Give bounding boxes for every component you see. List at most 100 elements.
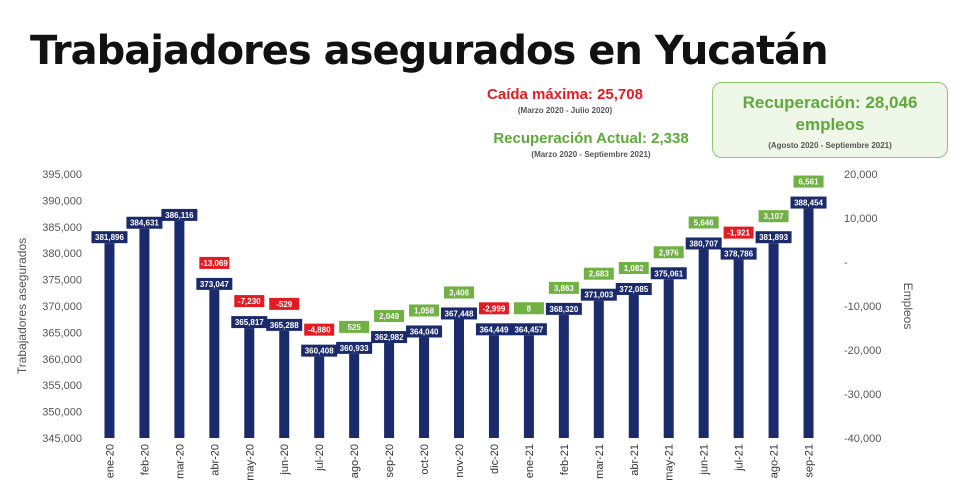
bar <box>279 330 290 438</box>
change-badge-positive <box>409 304 440 317</box>
y-tick-label: 370,000 <box>42 301 82 313</box>
bar-value-badge <box>161 208 198 221</box>
y-tick-label: 360,000 <box>42 354 82 366</box>
x-tick-label: sep-21 <box>804 444 816 478</box>
x-tick-label: may-20 <box>244 444 256 481</box>
y-axis-title: Trabajadores asegurados <box>15 238 29 374</box>
y-tick-label: 345,000 <box>42 433 82 445</box>
change-badge-positive <box>513 302 544 315</box>
change-badge-positive <box>653 246 684 259</box>
x-tick-label: feb-21 <box>559 444 571 475</box>
x-tick-label: feb-20 <box>139 444 151 475</box>
x-tick-label: sep-20 <box>384 444 396 478</box>
change-badge-negative <box>234 295 265 308</box>
bar-value-badge <box>91 231 128 244</box>
bar-value-badge <box>475 323 512 336</box>
bar <box>803 208 814 438</box>
bar-value-label: 368,320 <box>549 305 578 314</box>
current-recovery-note: Recuperación Actual: 2,338 (Marzo 2020 -… <box>476 130 706 159</box>
change-badge-positive <box>583 267 614 280</box>
change-value-label: 2,049 <box>379 312 400 321</box>
bar-value-label: 360,933 <box>340 344 369 353</box>
change-value-label: -2,999 <box>483 304 506 313</box>
change-value-label: 2,683 <box>589 270 610 279</box>
change-value-label: 525 <box>347 323 361 332</box>
x-tick-label: jun-20 <box>279 444 291 476</box>
bar-value-label: 362,982 <box>375 333 404 342</box>
y-tick-label: 350,000 <box>42 407 82 419</box>
x-tick-label: jun-21 <box>699 444 711 476</box>
bar-value-badge <box>650 267 687 280</box>
change-value-label: -7,230 <box>238 297 261 306</box>
bar-value-label: 364,457 <box>514 325 543 334</box>
change-badge-positive <box>444 286 474 299</box>
bar-value-label: 364,449 <box>479 325 508 334</box>
change-badge-positive <box>793 175 824 188</box>
bar <box>174 220 185 438</box>
y2-tick-label: -40,000 <box>844 433 881 445</box>
bar-value-badge <box>301 344 338 357</box>
change-value-label: 1,082 <box>624 264 645 273</box>
bar-value-badge <box>441 307 477 320</box>
bar-value-label: 365,817 <box>235 318 264 327</box>
x-tick-label: abr-20 <box>209 444 221 476</box>
x-tick-label: mar-20 <box>174 444 186 479</box>
change-value-label: 8 <box>527 304 532 313</box>
bar-value-badge <box>510 323 547 336</box>
x-tick-label: mar-21 <box>594 444 606 479</box>
bar-value-label: 378,786 <box>724 250 753 259</box>
max-drop-label: Caída máxima: 25,708 <box>487 86 643 103</box>
change-badge-negative <box>478 302 509 315</box>
change-badge-negative <box>269 297 300 310</box>
y2-axis-title: Empleos <box>901 283 915 330</box>
bar-value-badge <box>685 237 722 250</box>
y2-tick-label: 20,000 <box>844 169 878 181</box>
bar-value-badge <box>720 247 757 260</box>
bar-value-label: 380,707 <box>689 239 718 248</box>
x-tick-label: ago-20 <box>349 444 361 478</box>
bar-value-badge <box>336 341 373 354</box>
chart-title: Trabajadores asegurados en Yucatán <box>30 28 829 74</box>
bar-value-badge <box>790 196 827 209</box>
change-badge-positive <box>374 310 405 323</box>
bar-value-badge <box>755 231 792 244</box>
change-value-label: 2,976 <box>659 248 680 257</box>
y2-tick-label: 10,000 <box>844 213 878 225</box>
bar-value-label: 364,040 <box>410 327 439 336</box>
x-tick-label: abr-21 <box>629 444 641 476</box>
bar-value-badge <box>545 302 582 315</box>
x-tick-label: ago-21 <box>769 444 781 478</box>
bar <box>139 228 150 438</box>
bar-value-label: 388,454 <box>794 199 823 208</box>
x-tick-label: ene-20 <box>104 444 116 478</box>
x-tick-label: may-21 <box>664 444 676 481</box>
bar <box>558 314 569 438</box>
recovery-period: (Agosto 2020 - Septiembre 2021) <box>768 141 892 150</box>
change-value-label: 3,863 <box>554 284 575 293</box>
bar-value-badge <box>196 277 233 290</box>
recovery-label: Recuperación: 28,046 empleos <box>742 93 918 134</box>
bar <box>384 343 395 438</box>
x-tick-label: oct-20 <box>419 444 431 475</box>
change-badge-negative <box>723 226 754 239</box>
change-value-label: -1,921 <box>727 229 750 238</box>
bar-value-label: 375,061 <box>654 269 683 278</box>
bar-value-label: 384,631 <box>130 219 159 228</box>
bar-value-label: 371,003 <box>584 291 613 300</box>
bar-value-label: 381,893 <box>759 233 788 242</box>
change-badge-positive <box>688 216 719 229</box>
change-value-label: 3,408 <box>449 288 470 297</box>
change-value-label: 3,107 <box>764 212 785 221</box>
bar-value-badge <box>615 282 652 295</box>
change-value-label: -529 <box>276 300 293 309</box>
y-tick-label: 390,000 <box>42 195 82 207</box>
change-badge-positive <box>618 261 649 274</box>
x-tick-label: jul-20 <box>314 444 326 472</box>
bar <box>244 328 255 438</box>
bar <box>768 243 779 438</box>
bar-value-badge <box>126 216 163 229</box>
current-recovery-label: Recuperación Actual: 2,338 <box>493 130 689 147</box>
y2-tick-label: -30,000 <box>844 389 881 401</box>
max-drop-period: (Marzo 2020 - Julio 2020) <box>517 106 613 115</box>
change-value-label: 5,646 <box>694 218 715 227</box>
